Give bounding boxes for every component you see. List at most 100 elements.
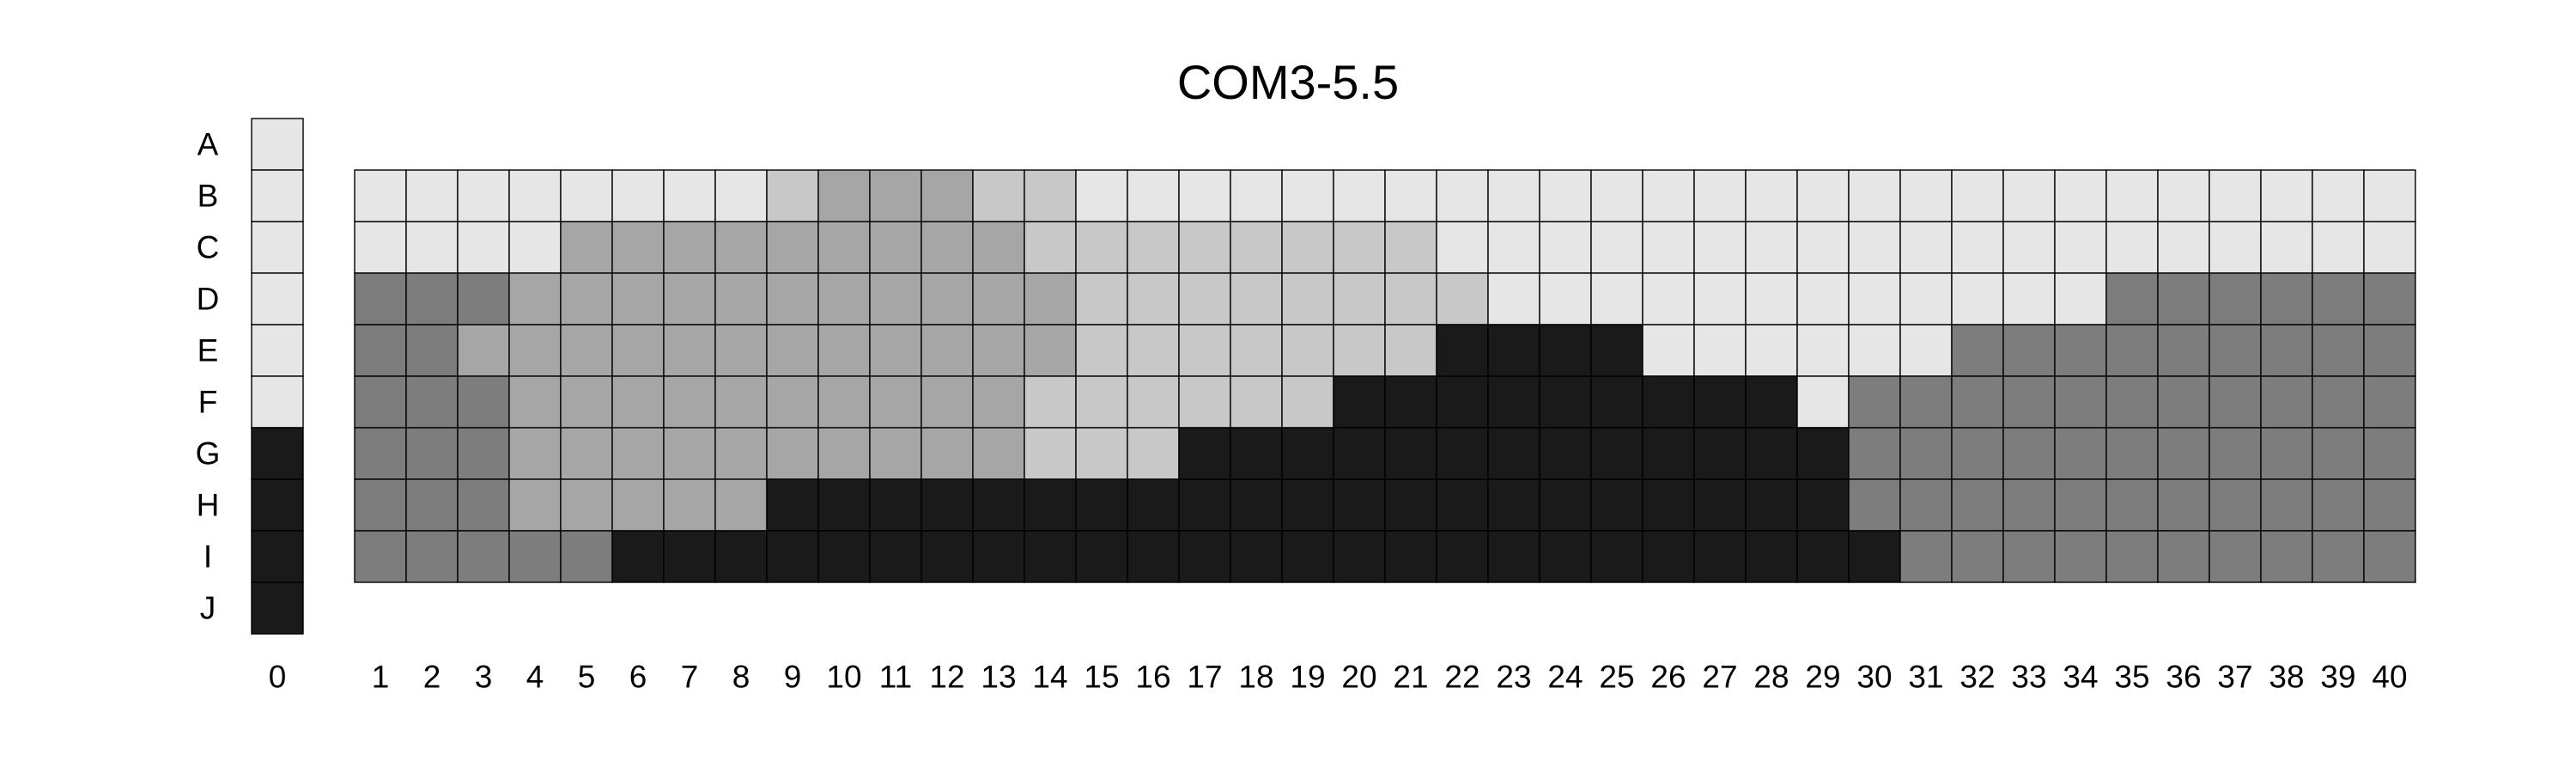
heatmap-cell — [817, 427, 871, 480]
y-tick-label: F — [198, 385, 218, 420]
heatmap-cell — [2002, 427, 2056, 480]
heatmap-cell — [1899, 324, 1953, 377]
heatmap-cell — [920, 169, 974, 222]
heatmap-cell — [817, 530, 871, 583]
heatmap-cell — [2054, 427, 2107, 480]
heatmap-cell — [2157, 478, 2210, 532]
heatmap-cell — [1796, 169, 1850, 222]
heatmap-cell — [1951, 478, 2004, 532]
heatmap-cell — [1693, 530, 1747, 583]
heatmap-cell — [560, 530, 613, 583]
heatmap-cell — [1024, 272, 1077, 326]
heatmap-cell — [2260, 272, 2313, 326]
heatmap-cell — [1487, 324, 1540, 377]
heatmap-cell — [766, 272, 819, 326]
heatmap-cell — [714, 324, 768, 377]
heatmap-cell — [1642, 169, 1695, 222]
heatmap-cell — [1075, 375, 1128, 429]
heatmap-cell — [766, 427, 819, 480]
heatmap-cell — [1230, 478, 1283, 532]
heatmap-cell — [611, 478, 665, 532]
heatmap-cell — [2208, 324, 2262, 377]
heatmap-cell — [457, 478, 510, 532]
heatmap-cell — [972, 221, 1025, 274]
heatmap-cell — [1539, 272, 1592, 326]
heatmap-cell — [2002, 272, 2056, 326]
heatmap-cell — [817, 375, 871, 429]
heatmap-cell — [2260, 530, 2313, 583]
heatmap-cell — [1951, 427, 2004, 480]
heatmap-cell — [2208, 427, 2262, 480]
heatmap-cell — [508, 427, 562, 480]
heatmap-cell — [2312, 272, 2365, 326]
heatmap-cell — [1230, 375, 1283, 429]
heatmap-cell — [1796, 427, 1850, 480]
heatmap-cell — [1539, 169, 1592, 222]
heatmap-cell — [1796, 221, 1850, 274]
heatmap-cell — [1642, 221, 1695, 274]
heatmap-cell — [1075, 221, 1128, 274]
heatmap-cell — [766, 221, 819, 274]
heatmap-cell — [1024, 530, 1077, 583]
x-tick-label: 15 — [1084, 660, 1119, 695]
heatmap-cell — [251, 530, 304, 583]
heatmap-cell — [457, 221, 510, 274]
heatmap-cell — [2002, 324, 2056, 377]
heatmap-cell — [2157, 169, 2210, 222]
heatmap-cell — [2105, 530, 2159, 583]
heatmap-cell — [2105, 375, 2159, 429]
heatmap-cell — [251, 118, 304, 171]
x-tick-label: 23 — [1496, 660, 1531, 695]
y-tick-label: C — [197, 230, 220, 265]
heatmap-cell — [1796, 478, 1850, 532]
x-tick-label: 40 — [2372, 660, 2407, 695]
heatmap-cell — [972, 272, 1025, 326]
heatmap-cell — [1693, 427, 1747, 480]
heatmap-cell — [1590, 221, 1643, 274]
heatmap-cell — [457, 427, 510, 480]
heatmap-cell — [2208, 221, 2262, 274]
heatmap-cell — [2105, 478, 2159, 532]
heatmap-cell — [1745, 375, 1798, 429]
heatmap-cell — [1848, 324, 1901, 377]
heatmap-cell — [1745, 530, 1798, 583]
heatmap-cell — [1590, 324, 1643, 377]
heatmap-cell — [1436, 478, 1489, 532]
heatmap-cell — [1436, 427, 1489, 480]
heatmap-cell — [1178, 324, 1231, 377]
heatmap-cell — [1281, 530, 1334, 583]
heatmap-cell — [2002, 478, 2056, 532]
heatmap-cell — [920, 221, 974, 274]
heatmap-cell — [1333, 427, 1386, 480]
heatmap-cell — [1848, 375, 1901, 429]
heatmap-cell — [1333, 221, 1386, 274]
heatmap-cell — [1693, 221, 1747, 274]
heatmap-cell — [2002, 375, 2056, 429]
heatmap-cell — [2054, 530, 2107, 583]
heatmap-cell — [920, 478, 974, 532]
heatmap-cell — [1796, 530, 1850, 583]
heatmap-cell — [1642, 478, 1695, 532]
heatmap-cell — [1796, 272, 1850, 326]
heatmap-cell — [1642, 324, 1695, 377]
y-tick-label: E — [197, 333, 219, 368]
heatmap-cell — [663, 221, 716, 274]
heatmap-cell — [1693, 375, 1747, 429]
heatmap-cell — [611, 530, 665, 583]
heatmap-cell — [2363, 324, 2416, 377]
heatmap-cell — [1230, 427, 1283, 480]
heatmap-cell — [1127, 530, 1180, 583]
heatmap-cell — [2157, 221, 2210, 274]
heatmap-cell — [1127, 427, 1180, 480]
heatmap-cell — [251, 169, 304, 222]
heatmap-cell — [2363, 169, 2416, 222]
heatmap-cell — [2208, 169, 2262, 222]
heatmap-cell — [251, 478, 304, 532]
heatmap-cell — [920, 427, 974, 480]
heatmap-cell — [611, 375, 665, 429]
heatmap-cell — [1487, 221, 1540, 274]
x-tick-label: 30 — [1856, 660, 1892, 695]
heatmap-cell — [1384, 530, 1437, 583]
heatmap-cell — [1024, 169, 1077, 222]
x-tick-label: 16 — [1135, 660, 1170, 695]
